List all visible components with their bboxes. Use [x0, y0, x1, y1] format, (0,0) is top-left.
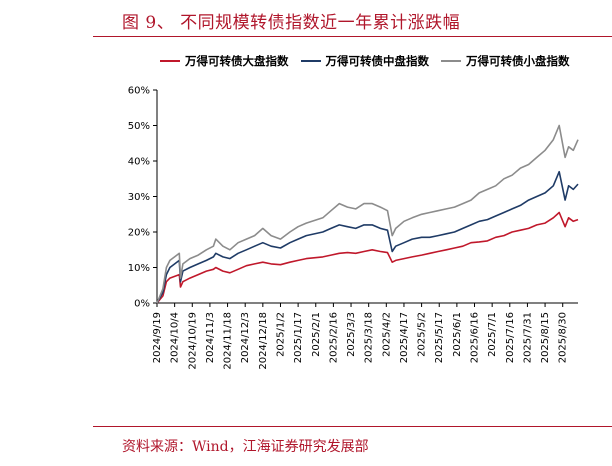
x-tick-label: 2025/1/17 [293, 312, 304, 363]
x-tick-label: 2024/9/19 [152, 312, 163, 363]
x-tick-label: 2025/2/16 [328, 312, 339, 363]
source-note: 资料来源：Wind，江海证券研究发展部 [122, 439, 369, 455]
figure-title: 图 9、 不同规模转债指数近一年累计涨跌幅 [122, 13, 461, 33]
legend-swatch-large-cap [160, 60, 180, 62]
x-tick-label: 2025/7/16 [505, 312, 516, 363]
footer-divider [93, 426, 612, 427]
x-tick-label: 2024/11/3 [205, 312, 216, 363]
y-tick-label: 0% [134, 299, 150, 310]
legend-label-large-cap: 万得可转债大盘指数 [185, 54, 289, 68]
x-tick-label: 2025/3/18 [364, 312, 375, 363]
x-tick-label: 2024/12/18 [258, 312, 269, 370]
x-tick-label: 2025/8/15 [540, 312, 551, 363]
x-tick-label: 2024/11/18 [223, 312, 234, 370]
y-tick-label: 30% [128, 192, 150, 203]
y-tick-label: 20% [128, 228, 150, 239]
legend-item-small-cap: 万得可转债小盘指数 [441, 53, 570, 69]
x-tick-label: 2025/4/17 [399, 312, 410, 363]
title-divider [93, 36, 612, 37]
x-tick-label: 2025/1/2 [275, 312, 286, 357]
x-tick-label: 2025/5/17 [434, 312, 445, 363]
x-tick-label: 2024/10/19 [187, 312, 198, 370]
series-line-large-cap [156, 211, 579, 304]
x-tick-label: 2025/7/1 [487, 312, 498, 357]
x-tick-label: 2025/4/2 [381, 312, 392, 357]
legend-swatch-mid-cap [300, 60, 321, 62]
legend-swatch-small-cap [441, 60, 461, 62]
series-line-mid-cap [156, 170, 579, 304]
y-tick-label: 40% [128, 157, 150, 168]
x-tick-label: 2025/5/2 [417, 312, 428, 357]
y-tick-label: 60% [128, 86, 150, 97]
legend-label-small-cap: 万得可转债小盘指数 [466, 54, 570, 68]
x-tick-label: 2024/10/4 [170, 312, 181, 363]
x-tick-label: 2025/8/30 [558, 312, 569, 363]
legend-label-mid-cap: 万得可转债中盘指数 [325, 54, 430, 68]
x-tick-label: 2025/7/31 [522, 312, 533, 363]
y-tick-label: 50% [128, 121, 150, 132]
x-tick-label: 2025/2/1 [311, 312, 322, 357]
x-tick-label: 2025/6/16 [470, 312, 481, 363]
y-tick-label: 10% [128, 263, 150, 274]
legend-item-large-cap: 万得可转债大盘指数 [160, 53, 289, 69]
x-tick-label: 2025/3/3 [346, 312, 357, 357]
x-tick-label: 2024/12/3 [240, 312, 251, 363]
chart-legend: 万得可转债大盘指数 万得可转债中盘指数 万得可转债小盘指数 [160, 53, 570, 69]
series-line-small-cap [156, 124, 579, 304]
x-tick-label: 2025/6/1 [452, 312, 463, 357]
legend-item-mid-cap: 万得可转债中盘指数 [300, 53, 430, 69]
